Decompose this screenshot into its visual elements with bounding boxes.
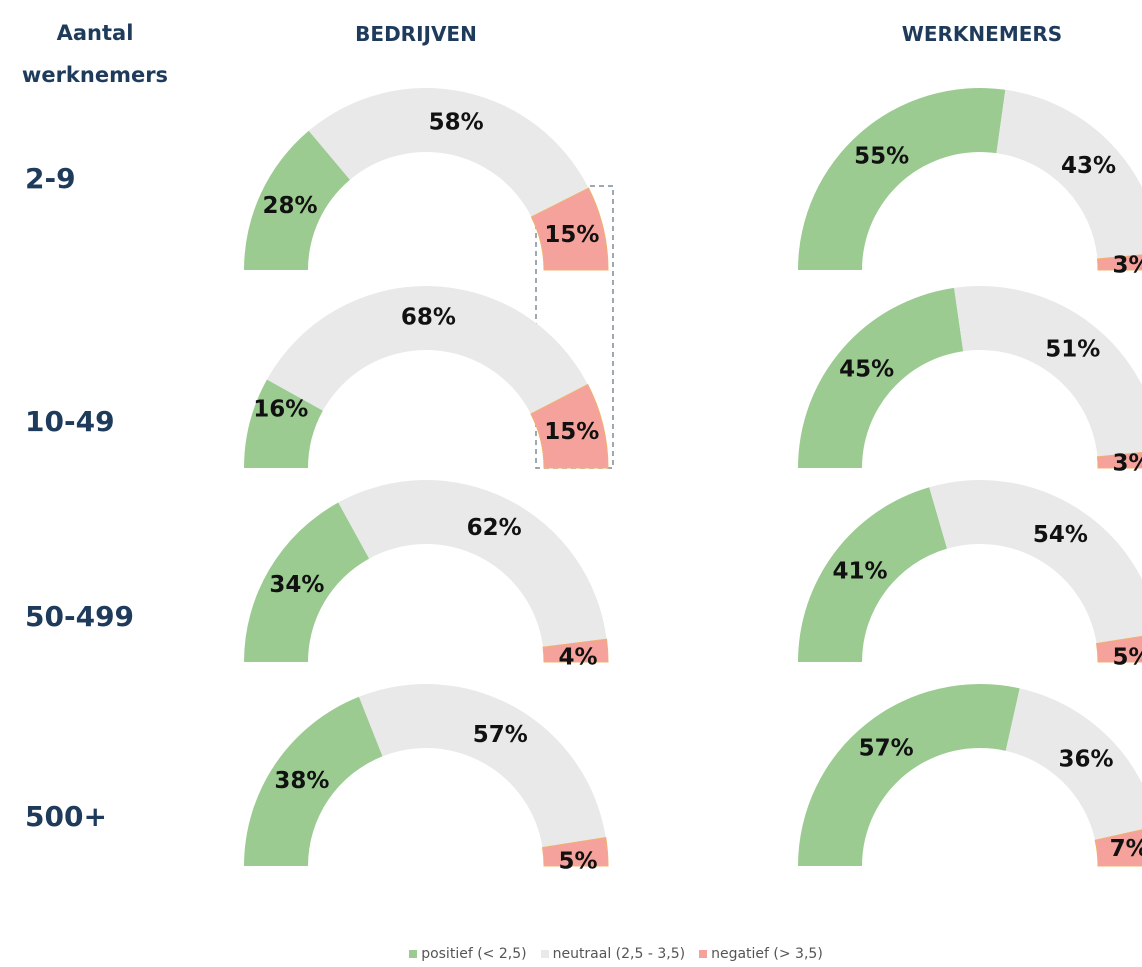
legend-swatch — [699, 950, 708, 958]
data-label: 16% — [253, 397, 308, 423]
column-header: WERKNEMERS — [901, 22, 1063, 46]
segment — [530, 187, 609, 271]
segment — [541, 836, 609, 867]
data-label: 3% — [1112, 253, 1142, 279]
data-label: 15% — [544, 222, 599, 248]
row-label: 500+ — [25, 800, 107, 833]
data-label: 5% — [558, 849, 597, 875]
segment — [244, 130, 350, 270]
legend-item: negatief (> 3,5) — [699, 946, 823, 962]
data-label: 43% — [1061, 153, 1116, 179]
segment — [1094, 829, 1142, 867]
data-label: 15% — [544, 419, 599, 445]
legend-swatch — [540, 950, 549, 958]
segment — [244, 379, 323, 468]
data-label: 28% — [262, 193, 317, 219]
row-header: Aantal werknemers — [21, 21, 169, 87]
row-label: 2-9 — [25, 162, 76, 195]
data-label: 45% — [839, 356, 894, 382]
data-label: 62% — [467, 515, 522, 541]
data-label: 68% — [401, 305, 456, 331]
legend-label: positief (< 2,5) — [421, 946, 527, 962]
legend-label: negatief (> 3,5) — [711, 946, 823, 962]
segment — [266, 285, 588, 414]
legend: positief (< 2,5) neutraal (2,5 - 3,5) nega… — [0, 946, 1142, 962]
data-label: 41% — [833, 558, 888, 584]
segment — [359, 684, 606, 848]
segment — [798, 287, 964, 468]
data-label: 58% — [429, 110, 484, 136]
data-label: 4% — [558, 645, 597, 671]
data-label: 55% — [854, 143, 909, 169]
segment — [798, 88, 1006, 270]
legend-item: neutraal (2,5 - 3,5) — [540, 946, 686, 962]
row-label: 10-49 — [25, 405, 115, 438]
data-label: 57% — [859, 735, 914, 761]
legend-item: positief (< 2,5) — [409, 946, 527, 962]
segment — [929, 480, 1142, 644]
data-label: 5% — [1112, 645, 1142, 671]
segment — [244, 696, 383, 866]
segment — [1096, 452, 1142, 469]
segment — [1005, 688, 1142, 841]
segment — [798, 487, 948, 662]
row-label: 50-499 — [25, 600, 135, 633]
segment — [542, 638, 609, 663]
segment — [244, 502, 370, 662]
segment — [996, 89, 1142, 260]
data-label: 38% — [274, 768, 329, 794]
segment — [530, 383, 609, 469]
segment — [338, 480, 607, 648]
legend-label: neutraal (2,5 - 3,5) — [552, 946, 686, 962]
data-label: 7% — [1110, 836, 1142, 862]
data-label: 3% — [1112, 451, 1142, 477]
segment — [798, 684, 1020, 866]
data-label: 51% — [1045, 337, 1100, 363]
segment — [954, 286, 1142, 457]
segment — [1095, 635, 1142, 663]
data-label: 34% — [269, 572, 324, 598]
legend-swatch — [409, 950, 418, 958]
segment — [308, 87, 589, 217]
data-label: 36% — [1059, 746, 1114, 772]
segment — [1096, 254, 1142, 271]
data-label: 57% — [473, 722, 528, 748]
column-header: BEDRIJVEN — [355, 22, 477, 46]
data-label: 54% — [1033, 522, 1088, 548]
